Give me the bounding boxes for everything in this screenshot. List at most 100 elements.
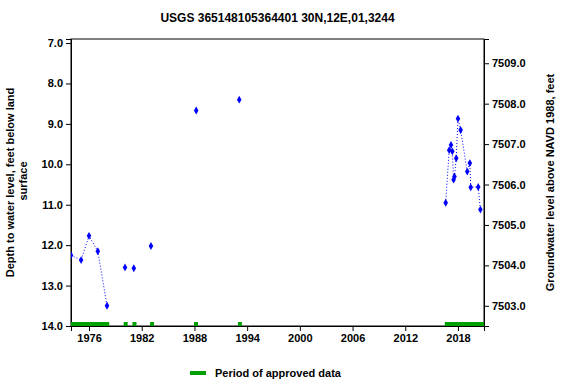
tick-label: 1982 bbox=[130, 332, 154, 344]
legend-swatch bbox=[190, 371, 206, 375]
tick-mark bbox=[66, 83, 71, 84]
data-point bbox=[132, 264, 137, 272]
data-point bbox=[476, 183, 481, 191]
data-point bbox=[71, 251, 73, 259]
y-axis: 7.0 8.0 9.0 10.0 11.0 12.0 13.0 14.0 bbox=[42, 37, 72, 332]
approved-period bbox=[194, 322, 198, 326]
tick-mark bbox=[484, 225, 489, 226]
plot-frame bbox=[71, 39, 484, 326]
data-point bbox=[450, 147, 455, 155]
tick-mark bbox=[484, 185, 489, 186]
tick-mark bbox=[66, 124, 71, 125]
tick-mark bbox=[353, 326, 354, 331]
approved-period bbox=[71, 322, 109, 326]
tick: 2018 bbox=[446, 326, 470, 344]
tick: 2012 bbox=[394, 326, 418, 344]
data-point bbox=[454, 154, 459, 162]
tick-mark bbox=[484, 265, 489, 266]
plot: 1976 1982 1988 1994 2000 2006 2012 2018 7.0 8.0 9.… bbox=[42, 37, 526, 344]
tick-mark bbox=[458, 326, 459, 331]
tick: 1976 bbox=[77, 326, 101, 344]
data-point bbox=[449, 141, 454, 149]
y2-axis: 7503.0 7504.0 7505.0 7506.0 7507.0 7508.0 7509… bbox=[484, 40, 526, 327]
tick-mark bbox=[66, 286, 71, 287]
tick-label: 1988 bbox=[183, 332, 207, 344]
tick: 9.0 bbox=[48, 118, 71, 130]
approved-period bbox=[124, 322, 128, 326]
tick: 8.0 bbox=[48, 77, 71, 89]
tick-mark bbox=[66, 164, 71, 165]
chart: USGS 365148105364401 30N,12E,01,32441976… bbox=[0, 0, 576, 384]
data-point bbox=[79, 256, 84, 264]
tick-label: 2000 bbox=[288, 332, 312, 344]
data-point bbox=[443, 199, 448, 207]
data-point bbox=[468, 159, 473, 167]
tick-label: 1994 bbox=[235, 332, 260, 344]
tick-mark bbox=[484, 104, 489, 105]
tick-mark bbox=[142, 326, 143, 331]
data-point bbox=[237, 96, 242, 104]
tick-label: 2018 bbox=[446, 332, 470, 344]
tick: 10.0 bbox=[42, 158, 71, 170]
tick-label: 7505.0 bbox=[492, 219, 526, 231]
tick-label: 8.0 bbox=[48, 77, 63, 89]
data-area bbox=[71, 96, 484, 326]
x-axis: 1976 1982 1988 1994 2000 2006 2012 2018 bbox=[72, 326, 485, 344]
tick: 7508.0 bbox=[484, 98, 526, 110]
tick: 7504.0 bbox=[484, 259, 526, 271]
data-point bbox=[105, 302, 110, 310]
data-point bbox=[194, 107, 199, 115]
tick: 13.0 bbox=[42, 280, 71, 292]
tick-label: 12.0 bbox=[42, 239, 63, 251]
data-point bbox=[458, 126, 463, 134]
data-point bbox=[87, 232, 92, 240]
tick-mark bbox=[247, 326, 248, 331]
tick-mark bbox=[484, 306, 489, 307]
data-point bbox=[149, 242, 154, 250]
tick-mark bbox=[66, 205, 71, 206]
tick-mark bbox=[405, 326, 406, 331]
y2-axis-title: Groundwater level above NAVD 1988, feet bbox=[544, 73, 556, 291]
approved-period bbox=[150, 322, 154, 326]
tick: 1982 bbox=[130, 326, 154, 344]
tick-mark bbox=[66, 43, 71, 44]
tick-label: 7503.0 bbox=[492, 300, 526, 312]
tick-label: 2006 bbox=[341, 332, 365, 344]
tick-label: 1976 bbox=[77, 332, 101, 344]
tick: 1988 bbox=[183, 326, 207, 344]
tick-label: 7509.0 bbox=[492, 57, 526, 69]
approved-period bbox=[238, 322, 242, 326]
series-line bbox=[71, 100, 480, 306]
legend: Period of approved data bbox=[190, 367, 342, 379]
tick: 7.0 bbox=[48, 37, 71, 49]
tick: 7509.0 bbox=[484, 57, 526, 69]
tick-label: 9.0 bbox=[48, 118, 63, 130]
tick-label: 2012 bbox=[394, 332, 418, 344]
tick-mark bbox=[194, 326, 195, 331]
tick-label: 14.0 bbox=[42, 320, 63, 332]
tick-label: 10.0 bbox=[42, 158, 63, 170]
tick-mark bbox=[484, 63, 489, 64]
tick: 7505.0 bbox=[484, 219, 526, 231]
data-point bbox=[96, 247, 101, 255]
tick-mark bbox=[66, 326, 71, 327]
tick-label: 7508.0 bbox=[492, 98, 526, 110]
approved-period bbox=[445, 322, 484, 326]
tick: 11.0 bbox=[42, 199, 71, 211]
axis-line bbox=[72, 327, 485, 332]
axis-line bbox=[485, 40, 490, 327]
tick-label: 7504.0 bbox=[492, 259, 526, 271]
tick: 7507.0 bbox=[484, 138, 526, 150]
tick-mark bbox=[66, 245, 71, 246]
tick-label: 13.0 bbox=[42, 280, 63, 292]
data-point bbox=[478, 206, 483, 214]
approved-period bbox=[132, 322, 136, 326]
axis-line bbox=[66, 40, 72, 327]
tick: 2006 bbox=[341, 326, 365, 344]
data-point bbox=[123, 263, 128, 271]
tick-mark bbox=[89, 326, 90, 331]
data-point bbox=[468, 183, 473, 191]
tick-label: 7507.0 bbox=[492, 138, 526, 150]
legend-label: Period of approved data bbox=[215, 367, 342, 379]
tick: 7506.0 bbox=[484, 179, 526, 191]
